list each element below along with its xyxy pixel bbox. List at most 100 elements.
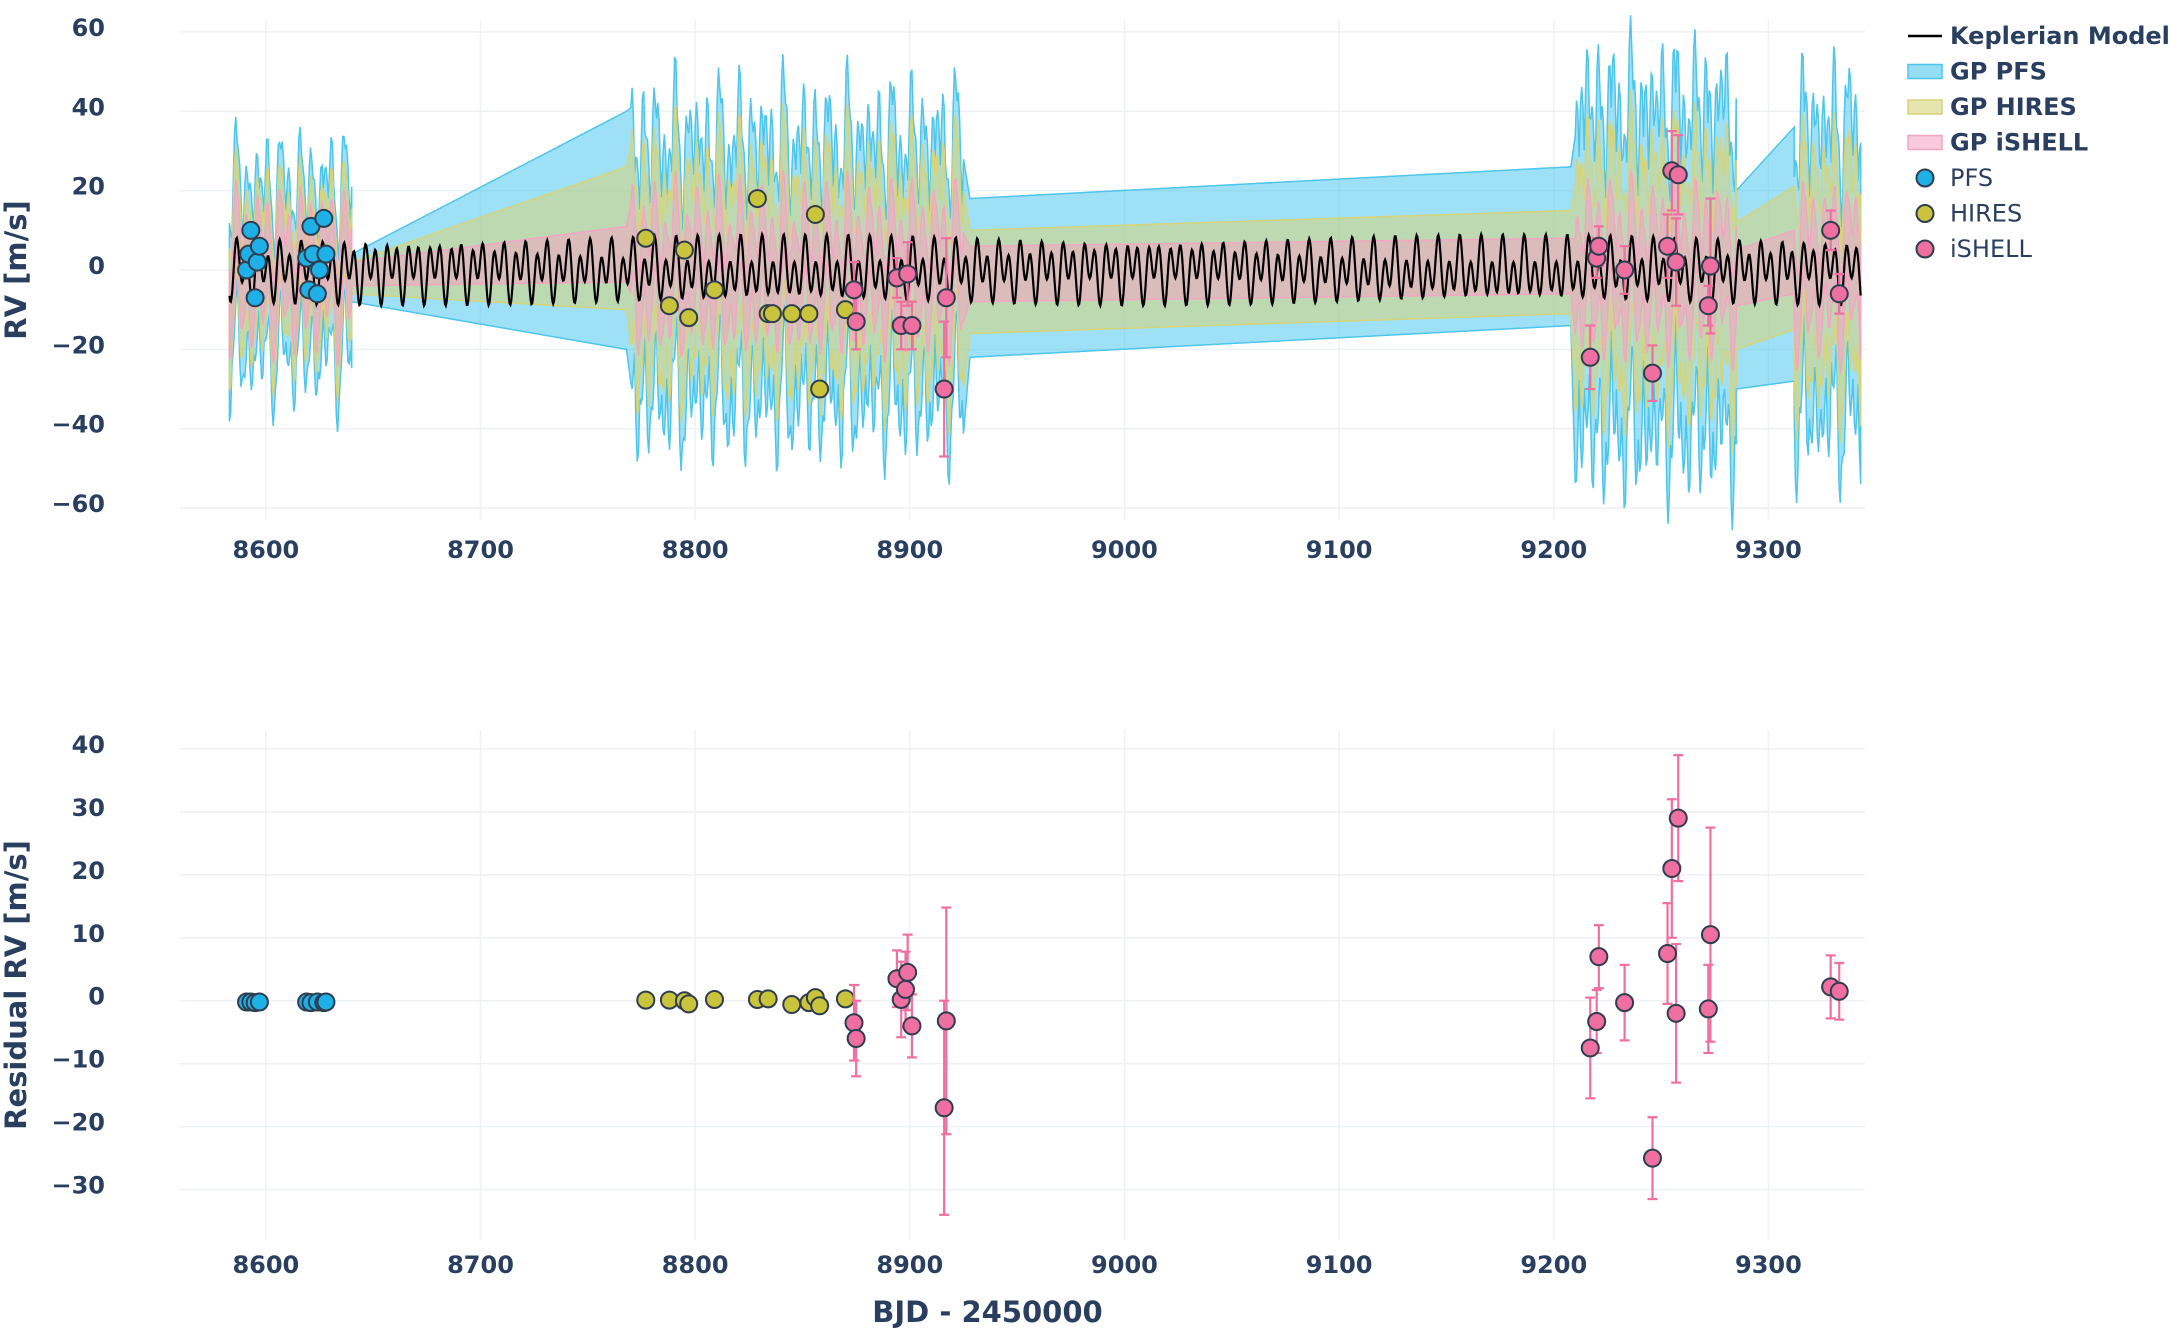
y-tick-label: 30 [72, 794, 105, 822]
x-tick-label: 8900 [876, 1251, 943, 1279]
y-tick-label: 20 [72, 857, 105, 885]
legend-item-gp-ishell[interactable]: GP iSHELL [1907, 129, 2088, 157]
x-tick-label: 8700 [447, 1251, 514, 1279]
data-point-pfs [314, 208, 334, 228]
data-point-ishell [1829, 284, 1849, 304]
legend-item-keplerian-model[interactable]: Keplerian Model [1908, 22, 2170, 50]
data-point-ishell [1700, 256, 1720, 276]
y-tick-label: 20 [72, 173, 105, 201]
data-point-hires [782, 995, 802, 1015]
x-tick-label: 8800 [662, 536, 729, 564]
y-tick-label: −10 [51, 1046, 105, 1074]
data-point-ishell [936, 1011, 956, 1031]
data-point-ishell [844, 280, 864, 300]
data-point-ishell [1658, 236, 1678, 256]
data-point-ishell [1666, 252, 1686, 272]
data-point-ishell [1615, 993, 1635, 1013]
data-point-hires [835, 989, 855, 1009]
x-axis-title: BJD - 2450000 [872, 1295, 1102, 1328]
data-point-ishell [1587, 1012, 1607, 1032]
x-tick-label: 8700 [447, 536, 514, 564]
data-point-hires [747, 189, 767, 209]
legend-band-swatch [1907, 99, 1943, 115]
y-tick-label: 40 [72, 731, 105, 759]
bottom-panel: 8600 8700 8800 8900 9000 9100 9200 9300 40 30 20 10… [0, 730, 1865, 1328]
data-point-hires [762, 304, 782, 324]
data-point-hires [679, 994, 699, 1014]
data-point-ishell [898, 962, 918, 982]
y-tick-label: 0 [88, 983, 105, 1011]
series-pfs [237, 208, 336, 308]
legend-item-ishell[interactable]: iSHELL [1915, 235, 2033, 263]
data-point-pfs [310, 260, 330, 280]
data-point-pfs [249, 236, 269, 256]
series-pfs [237, 992, 336, 1013]
data-point-pfs [316, 992, 336, 1012]
data-point-ishell [1668, 165, 1688, 185]
data-point-pfs [241, 220, 261, 240]
series-hires [636, 189, 855, 399]
legend-item-gp-pfs[interactable]: GP PFS [1907, 58, 2047, 86]
legend-marker-swatch [1915, 204, 1935, 223]
x-tick-label: 8900 [876, 536, 943, 564]
x-tick-label: 9000 [1091, 536, 1158, 564]
data-point-ishell [934, 379, 954, 399]
y-tick-label: 0 [88, 252, 105, 280]
data-point-ishell [1821, 220, 1841, 240]
x-tick-label: 8600 [232, 1251, 299, 1279]
data-point-ishell [846, 1029, 866, 1049]
top-panel: 8600 8700 8800 8900 9000 9100 9200 9300 60 40 20 0 −… [0, 14, 2170, 564]
x-tick-label: 9100 [1306, 1251, 1373, 1279]
data-point-ishell [936, 288, 956, 308]
legend-label: GP PFS [1950, 58, 2047, 86]
legend-item-pfs[interactable]: PFS [1915, 164, 1994, 192]
data-point-ishell [1666, 1003, 1686, 1023]
x-tick-label: 9000 [1091, 1251, 1158, 1279]
data-point-hires [799, 304, 819, 324]
data-point-ishell [1668, 808, 1688, 828]
legend-label: Keplerian Model [1950, 22, 2170, 50]
data-point-ishell [1642, 363, 1662, 383]
x-tick-label: 8800 [662, 1251, 729, 1279]
x-tick-label: 9300 [1735, 1251, 1802, 1279]
legend-item-hires[interactable]: HIRES [1915, 200, 2023, 228]
data-point-ishell [1700, 925, 1720, 945]
plot-area [228, 15, 1862, 530]
x-tick-label: 9300 [1735, 536, 1802, 564]
data-point-ishell [902, 1016, 922, 1036]
data-point-ishell [1698, 296, 1718, 316]
data-point-ishell [844, 1013, 864, 1033]
y-tick-label: −20 [51, 331, 105, 359]
data-point-ishell [1615, 260, 1635, 280]
legend: Keplerian Model GP PFS GP HIRES GP iSHELL PF… [1907, 22, 2170, 263]
keplerian-model-line [228, 230, 1862, 310]
legend-label: GP iSHELL [1950, 129, 2088, 157]
data-point-pfs [247, 252, 267, 272]
data-point-hires [758, 989, 778, 1009]
data-point-pfs [316, 244, 336, 264]
legend-band-swatch [1907, 63, 1943, 80]
data-point-ishell [1580, 347, 1600, 367]
data-point-hires [810, 996, 830, 1016]
data-point-pfs [249, 992, 269, 1012]
legend-label: PFS [1950, 164, 1993, 192]
data-point-hires [704, 989, 724, 1009]
plot-area [237, 754, 1849, 1216]
legend-band-swatch [1907, 134, 1943, 151]
data-point-hires [782, 304, 802, 324]
data-point-pfs [245, 288, 265, 308]
data-point-ishell [1829, 981, 1849, 1001]
y-tick-label: −60 [51, 490, 105, 518]
data-point-hires [704, 280, 724, 300]
data-point-ishell [1589, 236, 1609, 256]
y-tick-label: 10 [72, 920, 105, 948]
series-hires [636, 988, 855, 1016]
series-ishell [844, 754, 1849, 1216]
legend-marker-swatch [1915, 168, 1935, 188]
y-tick-label: −30 [51, 1172, 105, 1200]
legend-item-gp-hires[interactable]: GP HIRES [1907, 93, 2077, 121]
data-point-hires [659, 296, 679, 316]
legend-marker-swatch [1915, 239, 1935, 259]
